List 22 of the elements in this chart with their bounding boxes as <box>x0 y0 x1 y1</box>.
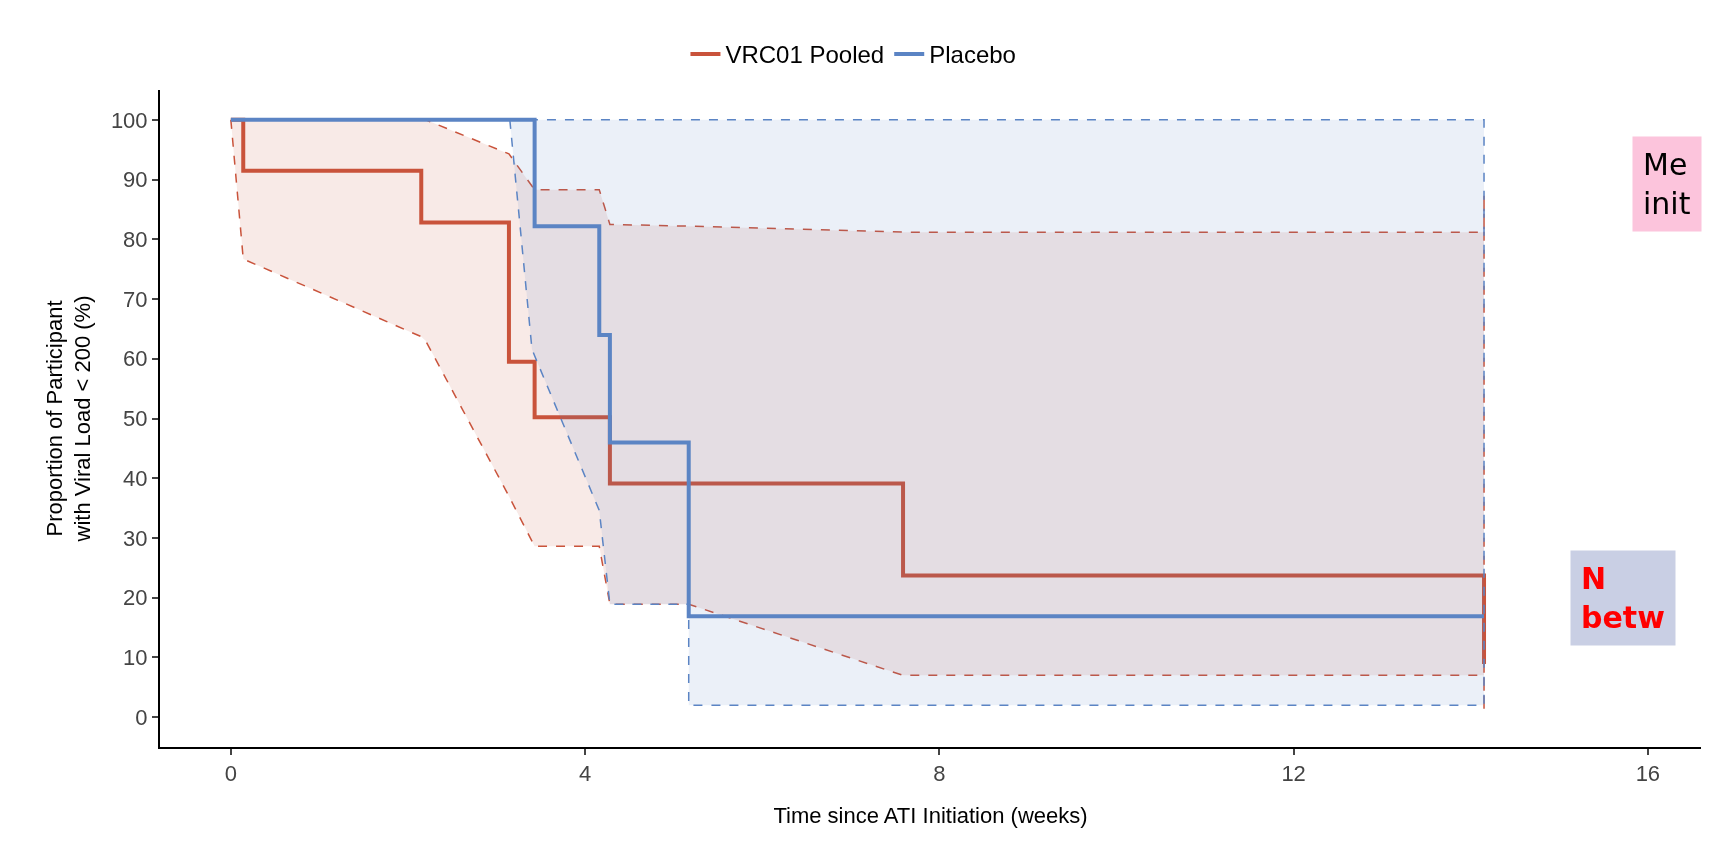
annotation: N betw <box>1581 561 1665 635</box>
x-tick-label: 4 <box>578 761 592 787</box>
y-axis-title: Proportion of Participant with Viral Load < 200 (%) <box>41 295 96 543</box>
legend-label: VRC01 Pooled <box>725 41 885 69</box>
x-tick-label: 16 <box>1635 761 1661 787</box>
legend-label: Placebo <box>929 41 1016 69</box>
y-tick-label: 100 <box>110 107 148 133</box>
annotation: Me init <box>1643 147 1691 221</box>
x-tick-label: 12 <box>1281 761 1306 787</box>
y-tick-label: 90 <box>123 167 148 193</box>
y-tick-label: 80 <box>123 227 148 253</box>
y-tick-label: 10 <box>123 645 148 671</box>
y-tick-label: 30 <box>123 525 148 551</box>
x-tick-label: 0 <box>224 761 237 787</box>
x-axis-title: Time since ATI Initiation (weeks) <box>773 802 1088 828</box>
y-tick-label: 40 <box>123 465 148 491</box>
y-tick-label: 20 <box>123 585 148 611</box>
y-tick-label: 70 <box>123 286 148 312</box>
x-tick-label: 8 <box>933 761 946 787</box>
y-tick-label: 0 <box>135 704 148 730</box>
y-tick-label: 50 <box>123 406 148 432</box>
y-tick-label: 60 <box>123 346 148 372</box>
